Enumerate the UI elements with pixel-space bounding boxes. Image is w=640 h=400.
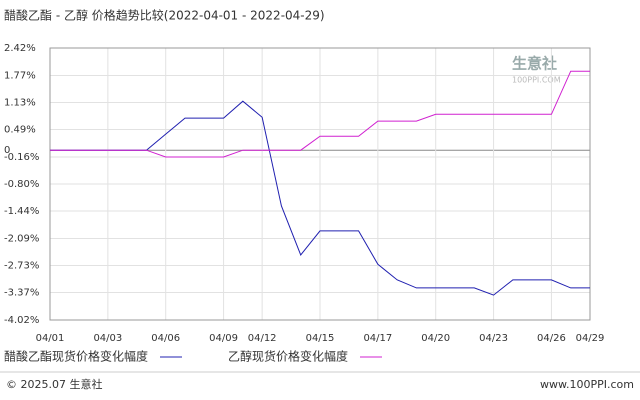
plot-frame	[49, 47, 591, 321]
x-tick-label: 04/06	[151, 333, 180, 344]
y-tick-label: -2.09%	[4, 233, 39, 244]
y-tick-label: 0	[4, 145, 10, 156]
y-tick-label: -0.16%	[4, 152, 39, 163]
footer-left: © 2025.07 生意社	[6, 377, 102, 391]
x-tick-label: 04/23	[479, 333, 508, 344]
y-tick-label: 1.77%	[4, 70, 36, 81]
x-tick-label: 04/09	[209, 333, 238, 344]
watermark-brand: 生意社	[512, 55, 557, 73]
y-tick-label: 1.13%	[4, 97, 36, 108]
y-tick-label: -0.80%	[4, 179, 39, 190]
y-tick-label: -1.44%	[4, 206, 39, 217]
y-tick-label: -2.73%	[4, 261, 39, 272]
x-tick-label: 04/12	[248, 333, 277, 344]
y-tick-label: -4.02%	[4, 315, 39, 326]
y-tick-label: -3.37%	[4, 288, 39, 299]
y-tick-label: 0.49%	[4, 125, 36, 136]
x-tick-label: 04/20	[421, 333, 450, 344]
chart-title: 醋酸乙酯 - 乙醇 价格趋势比较(2022-04-01 - 2022-04-29…	[4, 8, 325, 23]
x-tick-label: 04/17	[363, 333, 392, 344]
x-tick-label: 04/26	[537, 333, 566, 344]
x-tick-label: 04/03	[93, 333, 122, 344]
x-tick-label: 04/15	[306, 333, 335, 344]
series-line	[50, 70, 590, 158]
legend-label: 醋酸乙酯现货价格变化幅度	[4, 349, 148, 364]
footer-right: www.100PPI.com	[540, 378, 634, 391]
x-tick-label: 04/29	[576, 333, 605, 344]
x-tick-label: 04/01	[36, 333, 65, 344]
y-tick-label: 2.42%	[4, 43, 36, 54]
watermark-site: 100PPI.COM	[512, 76, 561, 85]
legend-label: 乙醇现货价格变化幅度	[228, 349, 348, 364]
